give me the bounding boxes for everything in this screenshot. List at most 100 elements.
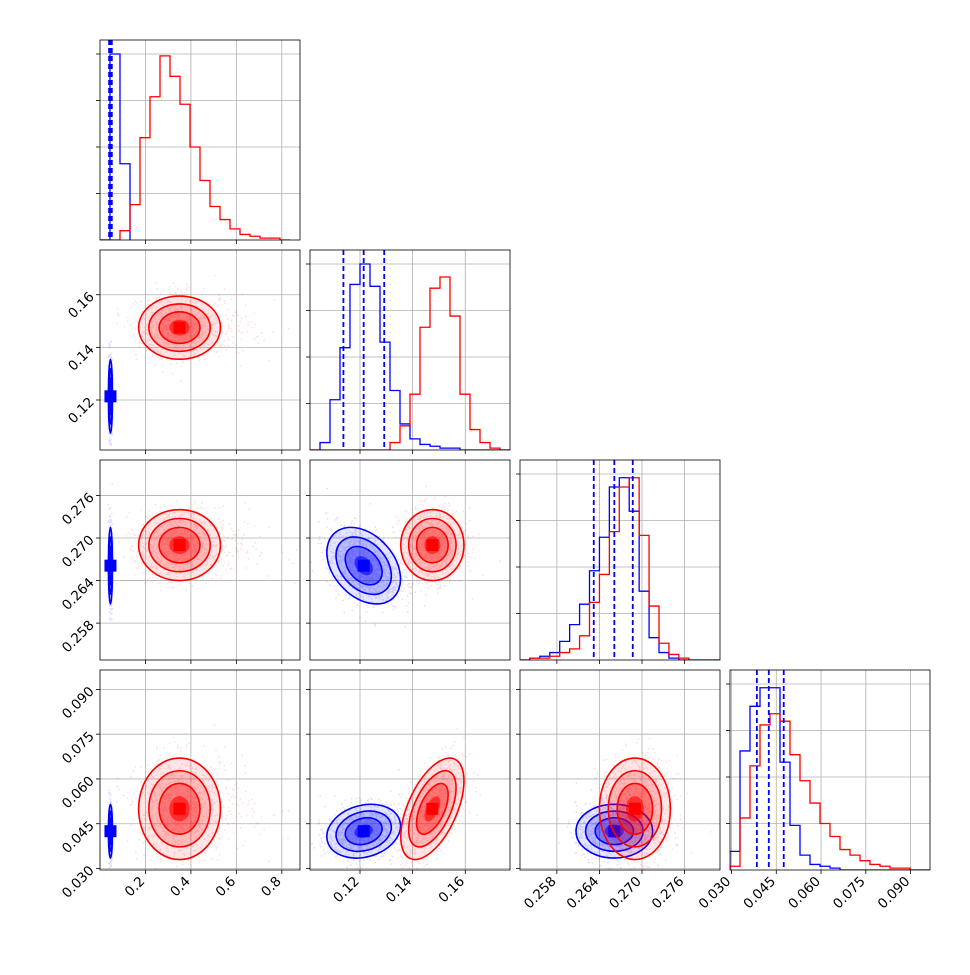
scatter-point bbox=[452, 514, 454, 516]
scatter-point bbox=[238, 352, 240, 354]
scatter-point bbox=[219, 507, 221, 509]
scatter-point bbox=[110, 524, 112, 526]
scatter-point bbox=[233, 315, 235, 317]
scatter-point bbox=[244, 521, 246, 523]
scatter-point bbox=[241, 538, 243, 540]
scatter-point bbox=[403, 588, 405, 590]
scatter-point bbox=[352, 520, 354, 522]
scatter-point bbox=[372, 531, 374, 533]
scatter-point bbox=[134, 560, 136, 562]
scatter-point bbox=[153, 577, 155, 579]
scatter-point bbox=[467, 552, 469, 554]
scatter-point bbox=[334, 585, 336, 587]
scatter-point bbox=[226, 569, 228, 571]
scatter-point bbox=[335, 598, 337, 600]
scatter-point bbox=[110, 608, 112, 610]
scatter-point bbox=[172, 373, 174, 375]
scatter-point bbox=[324, 538, 326, 540]
scatter-point bbox=[175, 292, 177, 294]
scatter-point bbox=[223, 549, 225, 551]
scatter-point bbox=[256, 336, 258, 338]
scatter-point bbox=[148, 510, 150, 512]
panel-content bbox=[309, 486, 501, 628]
scatter-point bbox=[228, 324, 230, 326]
scatter-point bbox=[382, 539, 384, 541]
scatter-point bbox=[139, 562, 141, 564]
scatter-point bbox=[375, 529, 377, 531]
scatter-point bbox=[223, 540, 225, 542]
density-peak bbox=[174, 539, 186, 551]
scatter-point bbox=[129, 547, 131, 549]
scatter-point bbox=[107, 504, 109, 506]
scatter-point bbox=[415, 506, 417, 508]
scatter-point bbox=[408, 586, 410, 588]
panel-2-1 bbox=[306, 460, 510, 664]
scatter-point bbox=[405, 605, 407, 607]
scatter-point bbox=[134, 540, 136, 542]
scatter-point bbox=[415, 591, 417, 593]
scatter-point bbox=[111, 513, 113, 515]
scatter-point bbox=[227, 318, 229, 320]
y-tick-label: 0.14 bbox=[65, 342, 98, 375]
scatter-point bbox=[225, 545, 227, 547]
scatter-point bbox=[215, 574, 217, 576]
scatter-point bbox=[185, 289, 187, 291]
scatter-point bbox=[160, 579, 162, 581]
scatter-point bbox=[181, 293, 183, 295]
scatter-point bbox=[240, 339, 242, 341]
scatter-point bbox=[167, 583, 169, 585]
scatter-point bbox=[149, 577, 151, 579]
scatter-point bbox=[401, 590, 403, 592]
scatter-point bbox=[425, 498, 427, 500]
scatter-point bbox=[152, 356, 154, 358]
scatter-point bbox=[404, 521, 406, 523]
scatter-point bbox=[126, 516, 128, 518]
scatter-point bbox=[210, 301, 212, 303]
scatter-point bbox=[163, 289, 165, 291]
scatter-point bbox=[345, 594, 347, 596]
scatter-point bbox=[131, 557, 133, 559]
scatter-point bbox=[402, 563, 404, 565]
scatter-point bbox=[109, 344, 111, 346]
scatter-point bbox=[228, 326, 230, 328]
scatter-point bbox=[437, 592, 439, 594]
y-tick-label: 0.12 bbox=[65, 394, 98, 427]
scatter-point bbox=[219, 522, 221, 524]
scatter-point bbox=[109, 341, 111, 343]
scatter-point bbox=[222, 565, 224, 567]
scatter-point bbox=[228, 328, 230, 330]
scatter-point bbox=[217, 305, 219, 307]
scatter-point bbox=[111, 571, 113, 573]
scatter-point bbox=[156, 512, 158, 514]
scatter-point bbox=[204, 354, 206, 356]
scatter-point bbox=[162, 365, 164, 367]
scatter-point bbox=[130, 307, 132, 309]
scatter-point bbox=[296, 549, 298, 551]
scatter-point bbox=[407, 595, 409, 597]
scatter-point bbox=[462, 510, 464, 512]
scatter-point bbox=[221, 344, 223, 346]
scatter-point bbox=[133, 317, 135, 319]
scatter-point bbox=[186, 284, 188, 286]
scatter-point bbox=[224, 552, 226, 554]
scatter-point bbox=[180, 366, 182, 368]
scatter-point bbox=[319, 539, 321, 541]
scatter-point bbox=[366, 611, 368, 613]
scatter-point bbox=[237, 543, 239, 545]
scatter-point bbox=[254, 324, 256, 326]
scatter-point bbox=[409, 592, 411, 594]
scatter-point bbox=[288, 559, 290, 561]
scatter-point bbox=[133, 334, 135, 336]
y-tick-label: 0.264 bbox=[59, 575, 98, 614]
scatter-point bbox=[169, 294, 171, 296]
scatter-point bbox=[352, 609, 354, 611]
scatter-point bbox=[335, 590, 337, 592]
scatter-point bbox=[214, 303, 216, 305]
scatter-point bbox=[435, 582, 437, 584]
scatter-point bbox=[216, 351, 218, 353]
scatter-point bbox=[370, 503, 372, 505]
scatter-point bbox=[154, 364, 156, 366]
scatter-point bbox=[248, 322, 250, 324]
scatter-point bbox=[230, 330, 232, 332]
